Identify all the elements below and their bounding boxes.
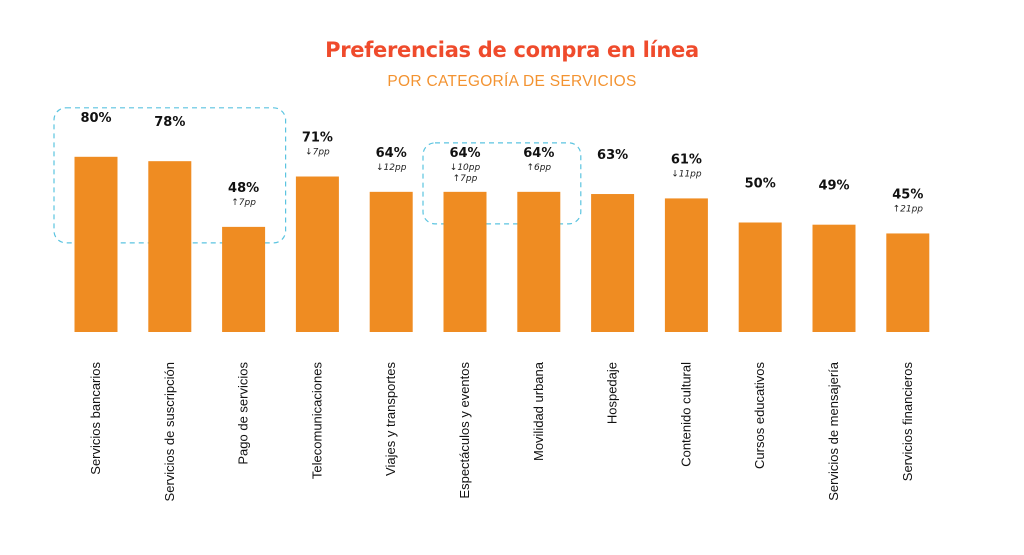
bar (295, 176, 339, 332)
category-label: Cursos educativos (752, 362, 767, 469)
value-label: 48% (228, 181, 259, 196)
change-label: ↑7pp (453, 174, 478, 184)
bar (517, 191, 561, 332)
value-label: 71% (302, 131, 333, 146)
chart-title: Preferencias de compra en línea (325, 38, 699, 62)
bar (369, 191, 413, 332)
change-label: ↑7pp (231, 198, 256, 208)
category-label: Telecomunicaciones (309, 362, 324, 480)
value-label: 50% (745, 177, 776, 192)
category-label: Servicios financieros (900, 362, 915, 482)
value-label: 78% (154, 115, 185, 130)
value-label: 64% (523, 146, 554, 161)
highlight-box-2 (422, 142, 582, 225)
value-label: 49% (818, 179, 849, 194)
value-label: 63% (597, 148, 628, 163)
bar (222, 226, 266, 332)
category-label: Servicios bancarios (88, 362, 103, 475)
change-label: ↑6pp (526, 163, 551, 173)
category-label: Servicios de mensajería (826, 361, 841, 500)
change-label: ↓10pp (450, 163, 481, 173)
change-label: ↑21pp (893, 204, 924, 214)
bar (812, 224, 856, 332)
change-label: ↓12pp (376, 163, 407, 173)
category-label: Espectáculos y eventos (457, 362, 472, 499)
value-label: 61% (671, 152, 702, 167)
bar (886, 233, 930, 332)
value-label: 64% (449, 146, 480, 161)
change-label: ↓7pp (305, 148, 330, 158)
chart-subtitle: POR CATEGORÍA DE SERVICIOS (387, 73, 637, 90)
bar (148, 161, 192, 332)
bar (443, 191, 487, 332)
change-label: ↓11pp (671, 169, 702, 179)
category-label: Pago de servicios (236, 362, 251, 465)
value-label: 45% (892, 187, 923, 202)
category-label: Hospedaje (605, 362, 620, 424)
category-label: Viajes y transportes (383, 362, 398, 476)
bar (664, 198, 708, 332)
bar (738, 222, 782, 332)
category-label: Movilidad urbana (531, 361, 546, 461)
value-label: 80% (80, 111, 111, 126)
category-label: Contenido cultural (678, 362, 693, 467)
bar (591, 194, 635, 332)
bar (74, 156, 118, 332)
category-label: Servicios de suscripción (162, 362, 177, 501)
value-label: 64% (376, 146, 407, 161)
